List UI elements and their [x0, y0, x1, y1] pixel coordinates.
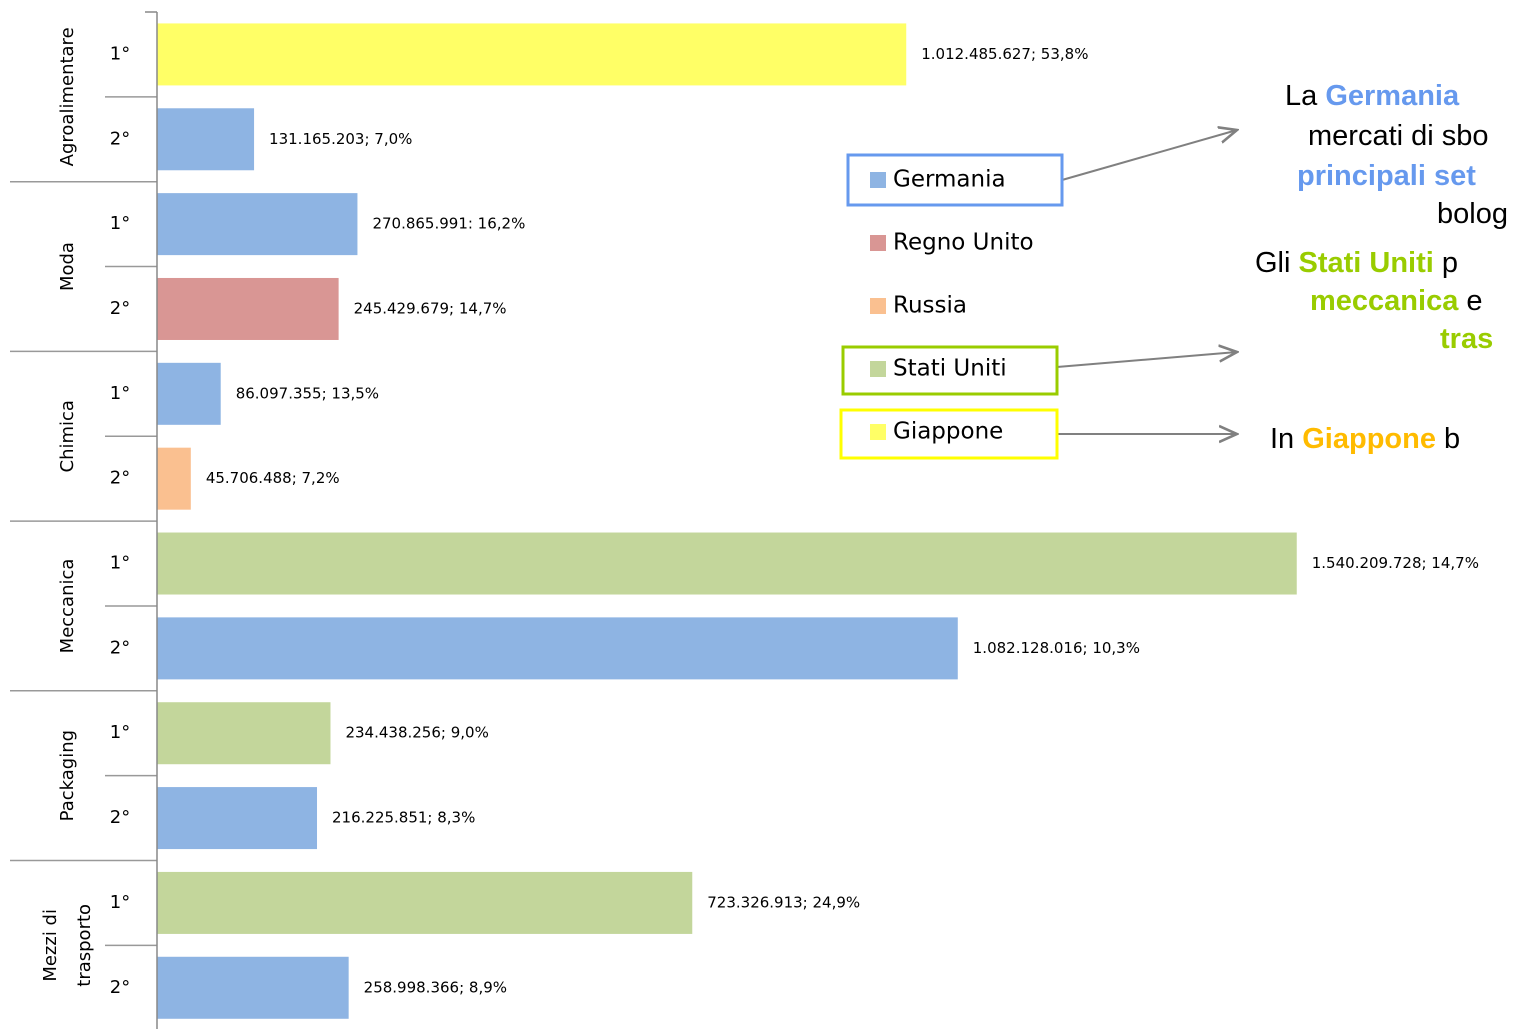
- annotation-segment: bolog: [1437, 198, 1508, 230]
- group-label: Chimica: [57, 400, 78, 472]
- bar: [157, 532, 1297, 595]
- group-label: Moda: [57, 242, 78, 291]
- group-label: Mezzi di: [40, 909, 61, 982]
- annotation: La Germania: [1285, 80, 1460, 112]
- annotation-segment: b: [1436, 423, 1460, 455]
- legend-highlight: [841, 345, 1059, 396]
- legend-swatch: [870, 361, 886, 377]
- bar: [157, 871, 693, 934]
- bar: [157, 702, 331, 765]
- bar: [157, 956, 349, 1019]
- data-label: 131.165.203; 7,0%: [269, 130, 412, 148]
- category-label: 1°: [110, 383, 130, 404]
- category-label: 2°: [110, 637, 130, 658]
- annotation-segment: La: [1285, 80, 1325, 112]
- legend-swatch: [870, 424, 886, 440]
- annotation-segment: mercati di sbo: [1308, 120, 1489, 152]
- annotation-segment: Gli: [1255, 247, 1299, 279]
- group-label: Meccanica: [57, 559, 78, 654]
- data-label: 1.540.209.728; 14,7%: [1312, 554, 1479, 572]
- data-label: 1.082.128.016; 10,3%: [973, 639, 1140, 657]
- legend-swatch: [870, 235, 886, 251]
- bar: [157, 617, 958, 680]
- category-label: 2°: [110, 298, 130, 319]
- annotation: meccanica e: [1310, 285, 1483, 317]
- annotation-segment: meccanica: [1310, 285, 1459, 317]
- arrow: [1056, 352, 1237, 368]
- legend-label: Stati Uniti: [893, 356, 1007, 382]
- data-label: 245.429.679; 14,7%: [354, 299, 507, 317]
- legend-highlight: [846, 153, 1064, 207]
- annotation: mercati di sbo: [1308, 120, 1489, 152]
- category-label: 2°: [110, 807, 130, 828]
- annotation-segment: e: [1458, 285, 1482, 317]
- annotation-segment: p: [1434, 247, 1458, 279]
- annotation-segment: tras: [1440, 323, 1493, 355]
- annotation: principali set: [1297, 160, 1476, 192]
- arrow: [1061, 130, 1237, 181]
- bar: [157, 447, 191, 510]
- data-label: 234.438.256; 9,0%: [345, 724, 488, 742]
- category-label: 1°: [110, 213, 130, 234]
- annotation-segment: Stati Uniti: [1299, 247, 1434, 279]
- legend-highlight: [839, 408, 1059, 460]
- group-label: Packaging: [57, 730, 78, 821]
- category-label: 2°: [110, 468, 130, 489]
- bar: [157, 362, 221, 425]
- annotation-segment: Germania: [1325, 80, 1460, 112]
- category-label: 2°: [110, 128, 130, 149]
- legend-swatch: [870, 298, 886, 314]
- annotation: In Giappone b: [1270, 423, 1460, 455]
- bar: [157, 23, 907, 86]
- legend-label: Germania: [893, 167, 1006, 193]
- annotation: Gli Stati Uniti p: [1255, 247, 1458, 279]
- group-label: trasporto: [74, 904, 95, 987]
- category-label: 1°: [110, 553, 130, 574]
- annotation-segment: principali set: [1297, 160, 1476, 192]
- data-label: 723.326.913; 24,9%: [707, 893, 860, 911]
- category-label: 2°: [110, 977, 130, 998]
- annotation-segment: Giappone: [1302, 423, 1436, 455]
- legend-label: Giappone: [893, 419, 1003, 445]
- category-label: 1°: [110, 892, 130, 913]
- data-label: 270.865.991: 16,2%: [372, 215, 525, 233]
- group-label: Agroalimentare: [57, 27, 78, 166]
- legend-label: Regno Unito: [893, 230, 1034, 256]
- data-label: 86.097.355; 13,5%: [236, 384, 379, 402]
- bar: [157, 193, 358, 256]
- category-label: 1°: [110, 43, 130, 64]
- data-label: 258.998.366; 8,9%: [364, 978, 507, 996]
- category-label: 1°: [110, 722, 130, 743]
- annotation-segment: In: [1270, 423, 1302, 455]
- data-label: 1.012.485.627; 53,8%: [921, 45, 1088, 63]
- legend-label: Russia: [893, 293, 967, 319]
- legend-swatch: [870, 172, 886, 188]
- data-label: 216.225.851; 8,3%: [332, 809, 475, 827]
- annotation: tras: [1440, 323, 1493, 355]
- data-label: 45.706.488; 7,2%: [206, 469, 340, 487]
- bar: [157, 787, 318, 850]
- bar: [157, 277, 339, 340]
- annotation: bolog: [1437, 198, 1508, 230]
- bar: [157, 108, 255, 171]
